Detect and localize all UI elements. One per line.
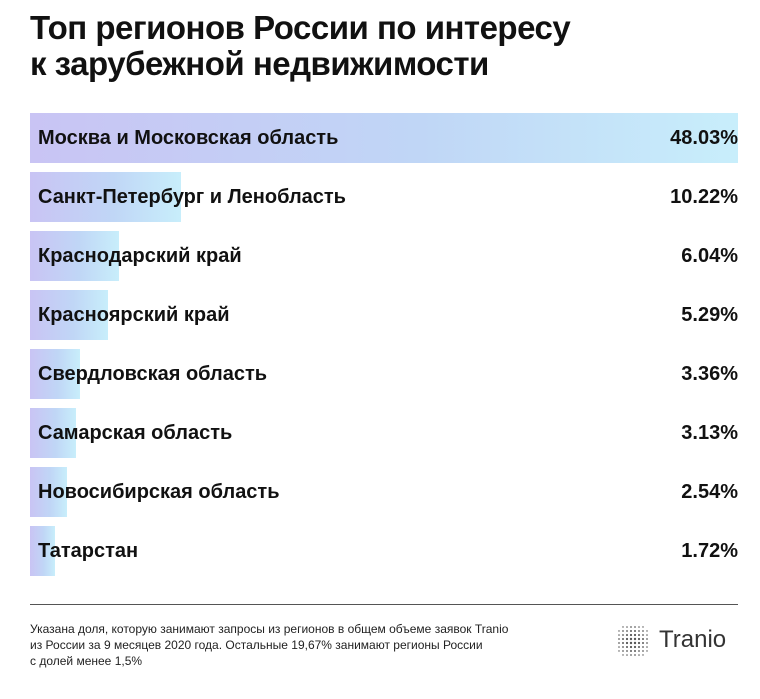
bar-value-label: 5.29%	[681, 304, 738, 326]
bar-label: Красноярский край	[38, 304, 230, 326]
bar-value-label: 10.22%	[670, 186, 738, 208]
bar-value-label: 48.03%	[670, 127, 738, 149]
logo-text: Tranio	[659, 626, 727, 653]
bar-row: Санкт-Петербург и Ленобласть 10.22%	[30, 172, 738, 222]
bar-chart: Москва и Московская область 48.03% Санкт-П…	[30, 113, 738, 583]
footnote-line-2: из России за 9 месяцев 2020 года. Осталь…	[30, 638, 483, 652]
title-line-1: Топ регионов России по интересу	[30, 9, 571, 46]
bar-row: Татарстан 1.72%	[30, 526, 738, 576]
bar	[30, 113, 738, 163]
bar-label: Самарская область	[38, 422, 233, 444]
bar-label: Свердловская область	[38, 363, 268, 385]
bar-value-label: 6.04%	[681, 245, 738, 267]
bar-row: Краснодарский край 6.04%	[30, 231, 738, 281]
bar	[30, 526, 56, 576]
footnote-line-3: с долей менее 1,5%	[30, 654, 143, 668]
bar-label: Новосибирская область	[38, 481, 280, 503]
bar	[30, 231, 120, 281]
bar-row: Москва и Московская область 48.03%	[30, 113, 738, 163]
bar-label: Москва и Московская область	[38, 127, 339, 149]
bar-label: Краснодарский край	[38, 245, 242, 267]
bar	[30, 467, 68, 517]
bar-value-label: 1.72%	[681, 540, 738, 562]
bar-value-label: 3.13%	[681, 422, 738, 444]
bar	[30, 349, 80, 399]
globe-dots-icon	[618, 626, 648, 656]
bar-row: Красноярский край 5.29%	[30, 290, 738, 340]
title-line-2: к зарубежной недвижимости	[30, 45, 489, 82]
bar	[30, 408, 77, 458]
bar-row: Самарская область 3.13%	[30, 408, 738, 458]
bar-row: Свердловская область 3.36%	[30, 349, 738, 399]
bar-row: Новосибирская область 2.54%	[30, 467, 738, 517]
bar-label: Татарстан	[38, 540, 139, 562]
bar	[30, 290, 108, 340]
bar-value-label: 3.36%	[681, 363, 738, 385]
tranio-logo: Tranio	[613, 621, 743, 661]
divider	[30, 604, 738, 605]
bar-label: Санкт-Петербург и Ленобласть	[38, 186, 346, 208]
bar-value-label: 2.54%	[681, 481, 738, 503]
footnote: Указана доля, которую занимают запросы и…	[30, 621, 590, 669]
bar	[30, 172, 181, 222]
chart-title: Топ регионов России по интересу к зарубе…	[30, 10, 740, 82]
footnote-line-1: Указана доля, которую занимают запросы и…	[30, 622, 509, 636]
